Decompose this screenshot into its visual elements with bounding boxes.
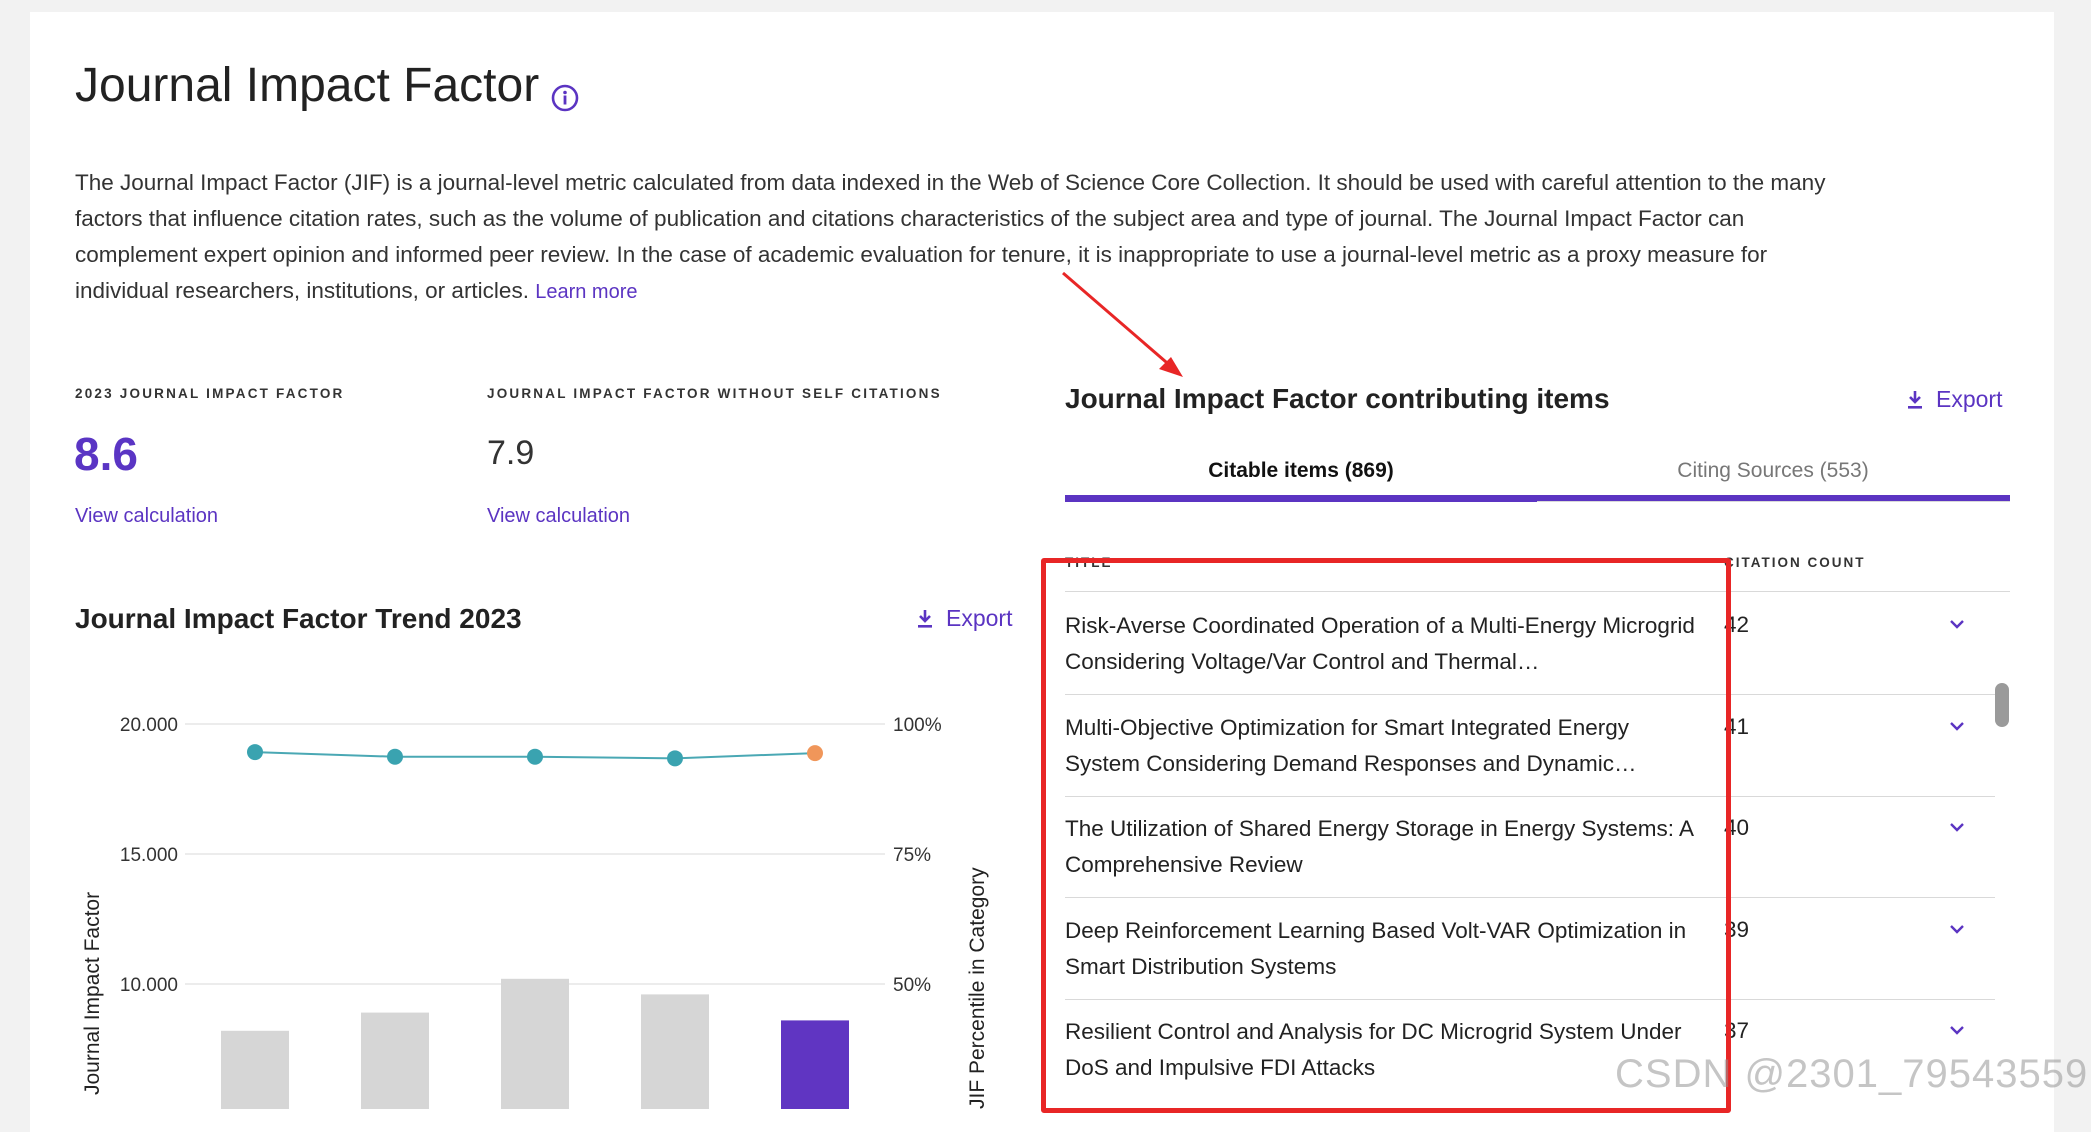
jif-trend-chart: 20.000 15.000 10.000 100% 75% 50% Journal Impa… bbox=[81, 715, 989, 1109]
y-tick-label: 15.000 bbox=[120, 845, 178, 866]
item-title[interactable]: Risk-Averse Coordinated Operation of a M… bbox=[1065, 613, 1695, 674]
y-axis-title: Journal Impact Factor bbox=[81, 892, 104, 1095]
jif-bar bbox=[221, 1030, 289, 1109]
download-icon bbox=[1908, 390, 1922, 409]
y-tick-label: 10.000 bbox=[120, 975, 178, 996]
row-divider bbox=[1065, 897, 1995, 898]
chevron-down-icon[interactable] bbox=[1948, 618, 1966, 630]
highlight-box bbox=[1041, 558, 1731, 1113]
annotation-arrow bbox=[1062, 271, 1183, 377]
y2-tick-label: 50% bbox=[893, 975, 931, 996]
scrollbar-thumb[interactable] bbox=[1995, 683, 2009, 727]
active-tab-underline bbox=[1065, 495, 2010, 502]
trend-export-button[interactable]: Export bbox=[916, 605, 1012, 632]
item-title[interactable]: Resilient Control and Analysis for DC Mi… bbox=[1065, 1019, 1682, 1080]
jif-bar bbox=[361, 1012, 429, 1109]
chevron-down-icon[interactable] bbox=[1948, 720, 1966, 732]
y2-tick-label: 100% bbox=[893, 715, 942, 736]
description: The Journal Impact Factor (JIF) is a jou… bbox=[75, 165, 1835, 310]
contributing-export-label: Export bbox=[1936, 386, 2003, 412]
jif-view-calculation-link[interactable]: View calculation bbox=[75, 505, 219, 527]
chevron-down-icon[interactable] bbox=[1948, 923, 1966, 935]
percentile-point bbox=[247, 744, 263, 761]
percentile-point bbox=[387, 748, 403, 765]
header-divider bbox=[1065, 591, 2010, 592]
page-title: Journal Impact Factor bbox=[75, 59, 540, 112]
column-header-citation-count[interactable]: CITATION COUNT bbox=[1724, 555, 1866, 570]
y-tick-label: 20.000 bbox=[120, 715, 178, 736]
row-divider bbox=[1065, 694, 1995, 695]
jif-bar bbox=[641, 994, 709, 1109]
jif-no-self-value: 7.9 bbox=[487, 434, 535, 472]
jif-no-self-label: JOURNAL IMPACT FACTOR WITHOUT SELF CITAT… bbox=[487, 386, 942, 401]
jif-bar bbox=[501, 978, 569, 1109]
download-icon bbox=[918, 609, 932, 628]
item-title[interactable]: Multi-Objective Optimization for Smart I… bbox=[1065, 714, 1637, 776]
tab-citing-sources[interactable]: Citing Sources (553) bbox=[1677, 459, 1869, 482]
trend-title: Journal Impact Factor Trend 2023 bbox=[75, 603, 522, 634]
item-title[interactable]: Deep Reinforcement Learning Based Volt-V… bbox=[1065, 917, 1687, 979]
chevron-down-icon[interactable] bbox=[1948, 821, 1966, 833]
chevron-down-icon[interactable] bbox=[1948, 1024, 1966, 1036]
info-icon[interactable] bbox=[551, 84, 579, 112]
jif-no-self-view-calculation-link[interactable]: View calculation bbox=[487, 505, 631, 527]
jif-bar bbox=[781, 1020, 849, 1109]
item-title[interactable]: The Utilization of Shared Energy Storage… bbox=[1065, 816, 1693, 877]
description-text: The Journal Impact Factor (JIF) is a jou… bbox=[75, 170, 1826, 303]
row-divider bbox=[1065, 998, 1995, 1000]
percentile-point bbox=[807, 745, 823, 762]
contributing-export-button[interactable]: Export bbox=[1906, 386, 2002, 413]
percentile-point bbox=[667, 750, 683, 767]
contributing-title: Journal Impact Factor contributing items bbox=[1065, 383, 1610, 414]
tab-citable-items[interactable]: Citable items (869) bbox=[1208, 459, 1394, 482]
percentile-point bbox=[527, 748, 543, 765]
jif-value: 8.6 bbox=[74, 428, 138, 480]
learn-more-link[interactable]: Learn more bbox=[535, 281, 638, 303]
watermark: CSDN @2301_79543559 bbox=[1615, 1052, 2089, 1096]
y2-axis-title: JIF Percentile in Category bbox=[966, 867, 989, 1109]
tab-divider bbox=[1537, 501, 2010, 502]
jif-label: 2023 JOURNAL IMPACT FACTOR bbox=[75, 386, 345, 401]
y2-tick-label: 75% bbox=[893, 845, 931, 866]
row-divider bbox=[1065, 795, 1995, 797]
trend-export-label: Export bbox=[946, 605, 1013, 631]
